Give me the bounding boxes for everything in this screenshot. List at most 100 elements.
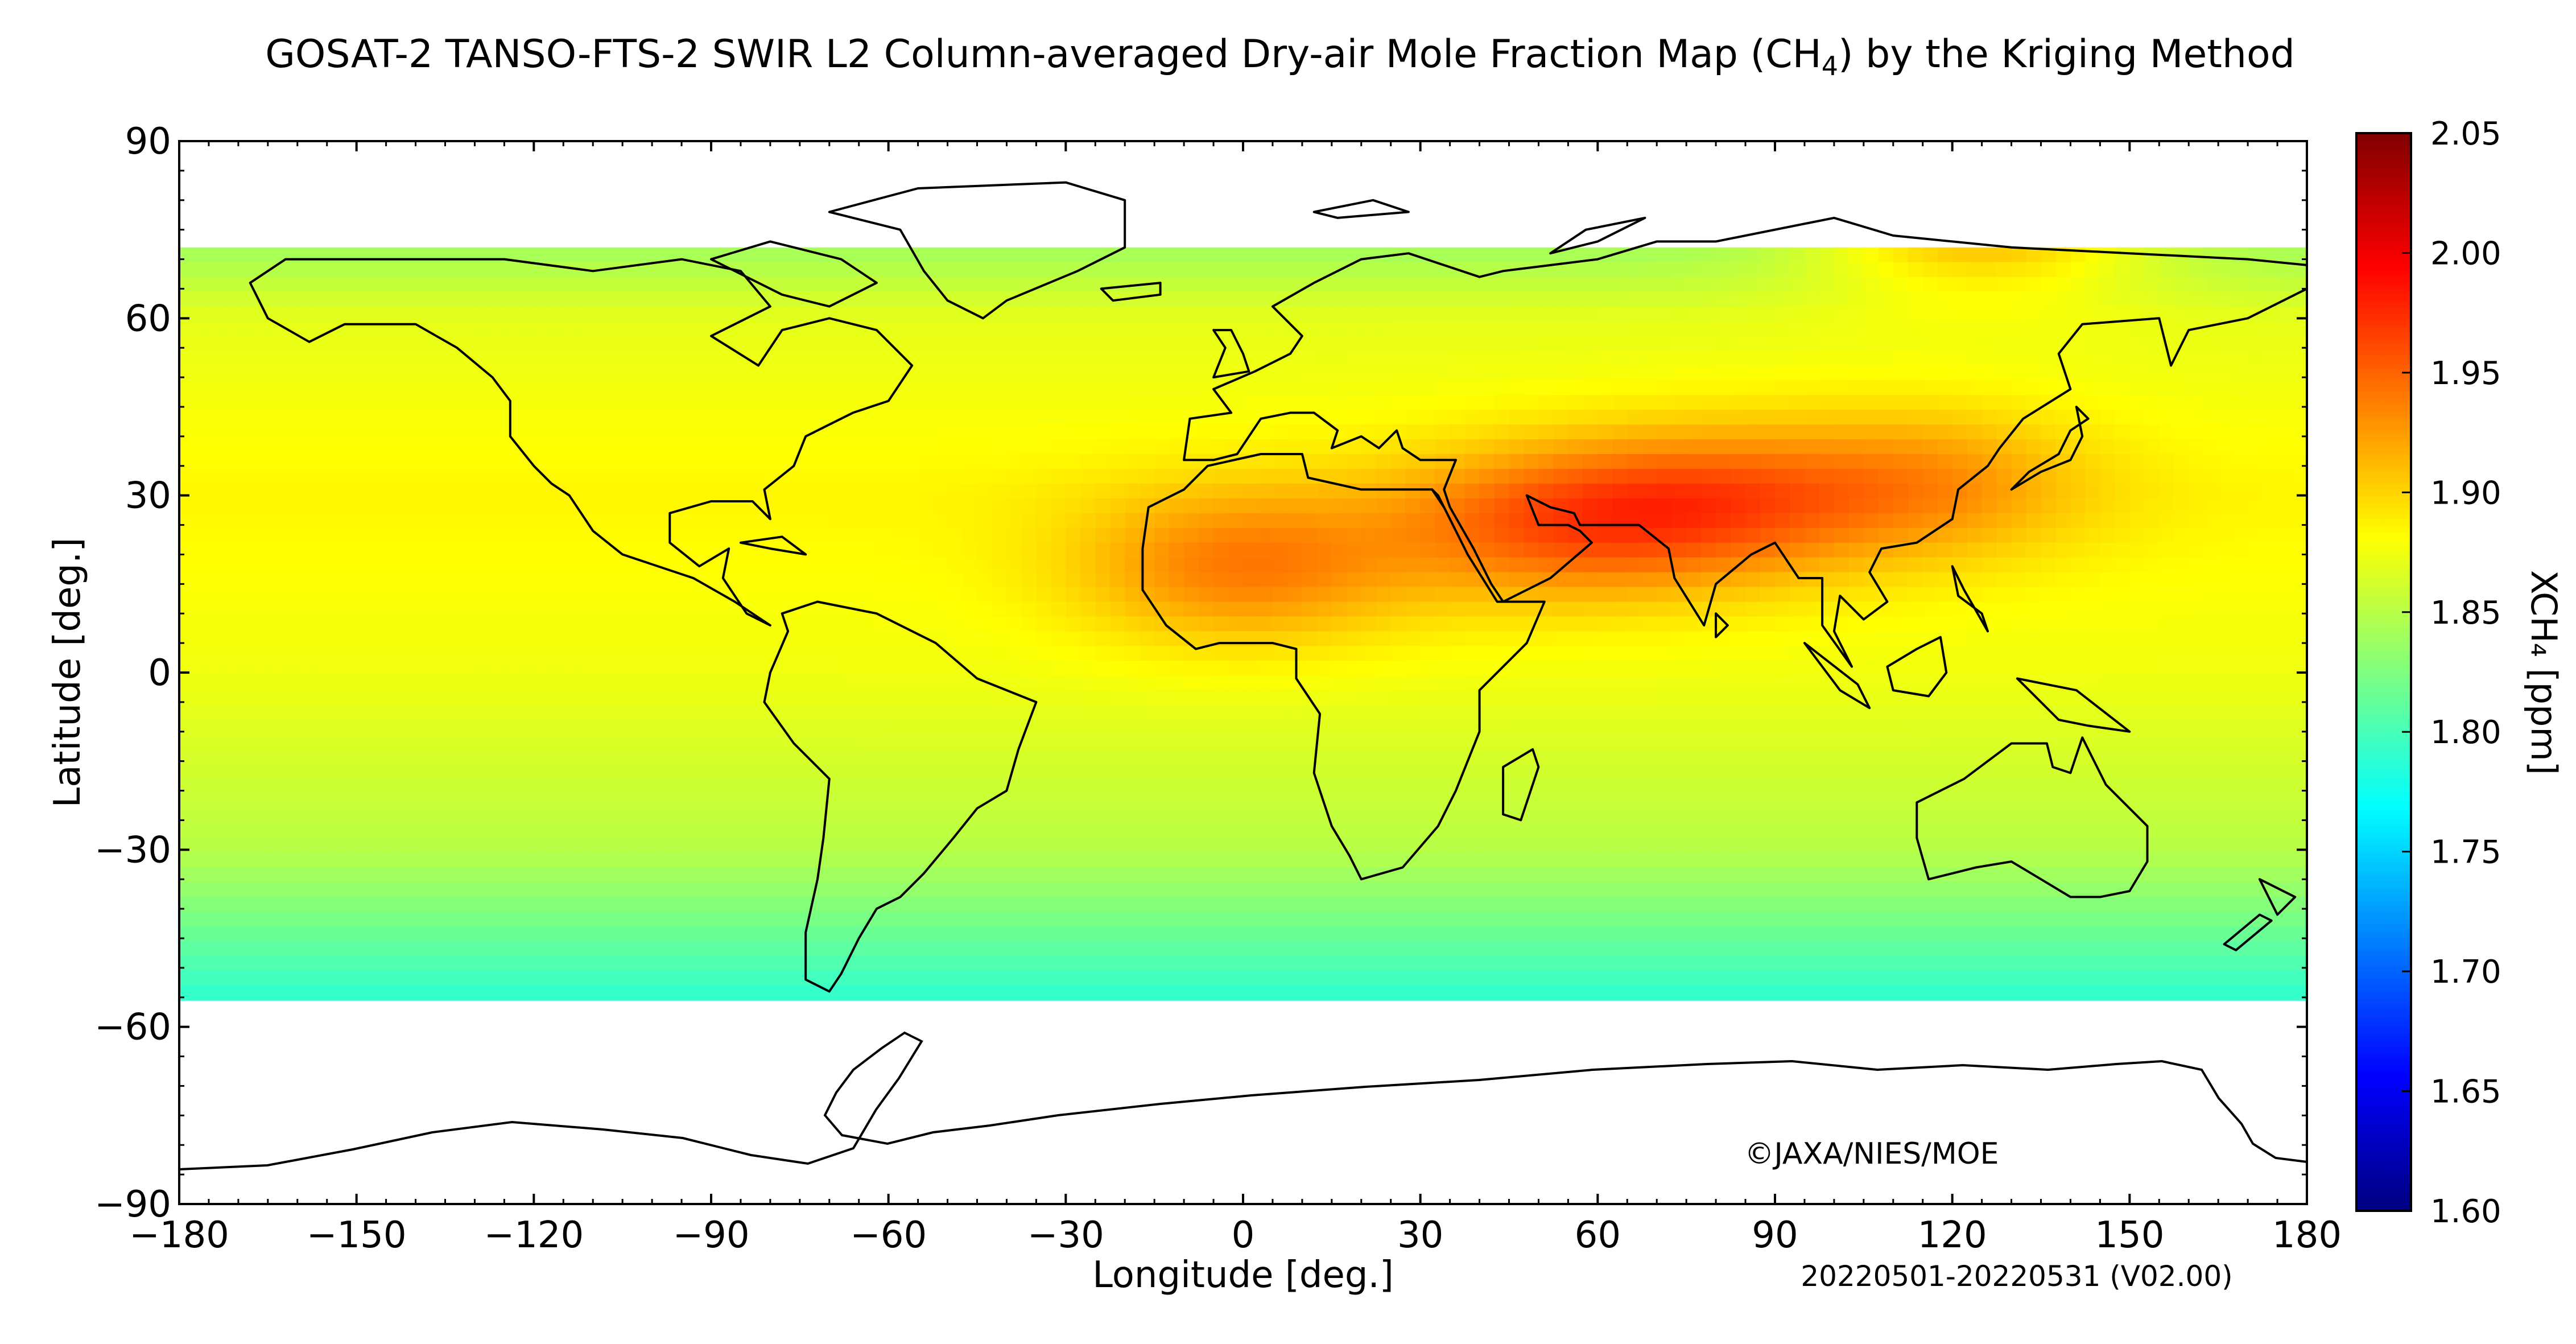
heatmap-cell — [386, 646, 402, 661]
heatmap-cell — [430, 483, 446, 499]
heatmap-cell — [1701, 262, 1716, 278]
heatmap-cell — [873, 306, 889, 322]
heatmap-cell — [1154, 365, 1170, 381]
heatmap-cell — [1228, 735, 1244, 750]
heatmap-cell — [637, 321, 653, 337]
heatmap-cell — [755, 572, 771, 588]
heatmap-cell — [2174, 454, 2190, 469]
heatmap-cell — [1583, 498, 1599, 514]
heatmap-cell — [1848, 705, 1864, 720]
heatmap-cell — [208, 306, 224, 322]
heatmap-cell — [2292, 631, 2307, 647]
heatmap-cell — [1405, 306, 1421, 322]
heatmap-cell — [1199, 336, 1214, 352]
heatmap-cell — [489, 601, 505, 617]
heatmap-cell — [1494, 616, 1510, 632]
heatmap-cell — [415, 690, 431, 706]
heatmap-cell — [637, 601, 653, 617]
heatmap-cell — [534, 572, 550, 588]
heatmap-cell — [1479, 454, 1495, 469]
heatmap-cell — [2085, 395, 2101, 410]
heatmap-cell — [1834, 306, 1850, 322]
heatmap-cell — [1834, 483, 1850, 499]
heatmap-cell — [1686, 690, 1702, 706]
heatmap-cell — [637, 351, 653, 366]
heatmap-cell — [1863, 365, 1879, 381]
heatmap-cell — [829, 439, 845, 455]
heatmap-cell — [1331, 306, 1347, 322]
heatmap-cell — [1302, 291, 1318, 307]
heatmap-cell — [1597, 587, 1613, 603]
heatmap-cell — [1435, 454, 1451, 469]
heatmap-cell — [1169, 527, 1184, 543]
heatmap-cell — [2115, 557, 2131, 573]
heatmap-cell — [2248, 720, 2263, 735]
heatmap-cell — [1036, 749, 1052, 765]
heatmap-cell — [1272, 542, 1288, 558]
heatmap-cell — [1627, 557, 1643, 573]
heatmap-cell — [962, 631, 978, 647]
heatmap-cell — [445, 542, 461, 558]
heatmap-cell — [2055, 631, 2071, 647]
heatmap-cell — [297, 572, 313, 588]
heatmap-cell — [1568, 291, 1584, 307]
heatmap-cell — [2041, 572, 2057, 588]
heatmap-cell — [1686, 631, 1702, 647]
heatmap-cell — [1731, 439, 1746, 455]
heatmap-cell — [1479, 616, 1495, 632]
heatmap-cell — [2292, 380, 2307, 395]
heatmap-cell — [1716, 365, 1731, 381]
heatmap-cell — [194, 247, 209, 263]
heatmap-cell — [1051, 749, 1067, 765]
heatmap-cell — [1258, 291, 1273, 307]
heatmap-cell — [1140, 631, 1155, 647]
heatmap-cell — [1745, 705, 1761, 720]
heatmap-cell — [932, 395, 948, 410]
heatmap-cell — [1657, 587, 1672, 603]
heatmap-cell — [548, 439, 564, 455]
heatmap-cell — [652, 395, 667, 410]
heatmap-cell — [430, 365, 446, 381]
heatmap-cell — [2085, 646, 2101, 661]
heatmap-cell — [903, 542, 919, 558]
heatmap-cell — [1937, 336, 1953, 352]
heatmap-cell — [2263, 542, 2278, 558]
heatmap-cell — [2203, 277, 2219, 292]
heatmap-cell — [2011, 572, 2027, 588]
heatmap-cell — [179, 247, 195, 263]
heatmap-cell — [1716, 454, 1731, 469]
heatmap-cell — [1612, 542, 1628, 558]
heatmap-cell — [858, 483, 874, 499]
heatmap-cell — [1184, 587, 1199, 603]
heatmap-cell — [1952, 661, 1968, 676]
heatmap-cell — [1981, 336, 1997, 352]
heatmap-cell — [1863, 483, 1879, 499]
heatmap-cell — [1553, 321, 1569, 337]
heatmap-cell — [1184, 572, 1199, 588]
heatmap-cell — [2174, 395, 2190, 410]
heatmap-cell — [1671, 616, 1687, 632]
heatmap-cell — [2248, 321, 2263, 337]
heatmap-cell — [1524, 306, 1539, 322]
heatmap-cell — [297, 601, 313, 617]
heatmap-cell — [327, 675, 342, 691]
heatmap-cell — [1657, 365, 1672, 381]
heatmap-cell — [1671, 601, 1687, 617]
heatmap-cell — [2070, 587, 2086, 603]
heatmap-cell — [2174, 631, 2190, 647]
heatmap-cell — [740, 735, 756, 750]
heatmap-cell — [2263, 365, 2278, 381]
heatmap-cell — [1494, 410, 1510, 425]
heatmap-cell — [814, 321, 830, 337]
heatmap-cell — [1937, 483, 1953, 499]
heatmap-cell — [1140, 291, 1155, 307]
heatmap-cell — [1686, 572, 1702, 588]
heatmap-cell — [622, 439, 638, 455]
heatmap-cell — [1036, 646, 1052, 661]
heatmap-cell — [297, 498, 313, 514]
heatmap-cell — [1243, 321, 1258, 337]
heatmap-cell — [1716, 661, 1731, 676]
heatmap-cell — [1524, 454, 1539, 469]
heatmap-cell — [2129, 572, 2145, 588]
heatmap-cell — [593, 705, 608, 720]
